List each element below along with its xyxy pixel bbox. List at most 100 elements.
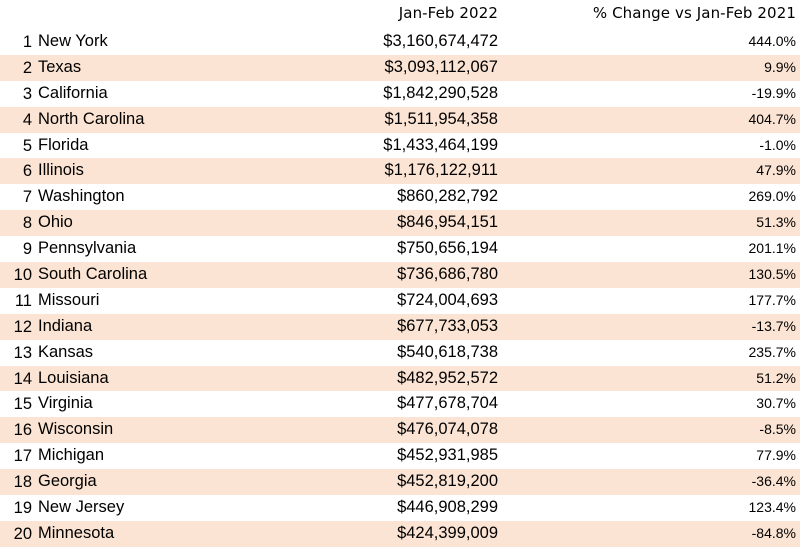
state-cell: Ohio	[38, 213, 73, 232]
table-row: 6 Illinois $1,176,122,911 47.9%	[0, 158, 800, 185]
table-row: 10 South Carolina $736,686,780 130.5%	[0, 262, 800, 288]
state-cell: Washington	[38, 187, 125, 206]
change-cell: -1.0%	[759, 136, 796, 153]
state-cell: New Jersey	[38, 498, 125, 517]
rank-cell: 4	[22, 110, 32, 129]
value-cell: $1,511,954,358	[384, 109, 498, 128]
state-cell: South Carolina	[38, 265, 148, 284]
rank-cell: 11	[14, 291, 32, 310]
state-cell: California	[38, 83, 108, 102]
change-cell: 177.7%	[748, 291, 796, 308]
value-cell: $3,160,674,472	[383, 32, 498, 50]
change-cell: 130.5%	[748, 266, 796, 283]
table-row: 14 Louisiana $482,952,572 51.2%	[0, 365, 800, 392]
table-row: 16 Wisconsin $476,074,078 -8.5%	[0, 417, 800, 444]
rank-cell: 16	[13, 421, 32, 440]
state-cell: Kansas	[38, 342, 94, 361]
table-row: 12 Indiana $677,733,053 -13.7%	[0, 313, 800, 340]
table-row: 3 California $1,842,290,528 -19.9%	[0, 81, 800, 107]
rank-cell: 10	[13, 266, 32, 285]
rank-cell: 19	[13, 499, 32, 518]
state-cell: Indiana	[38, 316, 93, 335]
table-row: 2 Texas $3,093,112,067 9.9%	[0, 54, 800, 81]
table-row: 4 North Carolina $1,511,954,358 404.7%	[0, 106, 800, 133]
table-row: 1 New York $3,160,674,472 444.0%	[0, 29, 800, 55]
change-cell: -19.9%	[751, 84, 796, 101]
state-cell: New York	[38, 32, 108, 50]
table-row: 5 Florida $1,433,464,199 -1.0%	[0, 133, 800, 159]
change-cell: 47.9%	[756, 162, 796, 179]
state-cell: Louisiana	[38, 368, 109, 387]
rank-cell: 6	[22, 162, 32, 181]
rank-cell: 14	[13, 369, 32, 388]
change-cell: 123.4%	[748, 499, 796, 516]
state-cell: Illinois	[38, 161, 84, 180]
change-cell: 77.9%	[756, 447, 796, 464]
table-row: 19 New Jersey $446,908,299 123.4%	[0, 495, 800, 521]
value-cell: $677,733,053	[397, 316, 498, 335]
value-cell: $750,656,194	[397, 239, 498, 258]
change-cell: 404.7%	[748, 110, 796, 127]
table-row: 17 Michigan $452,931,985 77.9%	[0, 443, 800, 469]
rank-cell: 20	[13, 524, 32, 543]
value-cell: $446,908,299	[397, 498, 498, 517]
state-cell: Michigan	[38, 446, 105, 465]
table-row: 13 Kansas $540,618,738 235.7%	[0, 340, 800, 366]
rank-cell: 8	[22, 214, 32, 233]
state-cell: Georgia	[38, 472, 97, 491]
rank-cell: 17	[13, 447, 32, 466]
state-cell: Virginia	[38, 394, 93, 413]
value-cell: $724,004,693	[397, 290, 498, 309]
table-row: 7 Washington $860,282,792 269.0%	[0, 184, 800, 210]
value-cell: $736,686,780	[397, 265, 498, 284]
change-cell: 9.9%	[764, 58, 796, 75]
state-cell: Wisconsin	[38, 420, 114, 439]
table-row: 15 Virginia $477,678,704 30.7%	[0, 391, 800, 417]
change-cell: 51.2%	[756, 369, 796, 386]
value-cell: $860,282,792	[397, 187, 498, 206]
state-cell: Florida	[38, 135, 89, 154]
value-cell: $477,678,704	[397, 394, 498, 413]
state-cell: Missouri	[38, 290, 100, 309]
value-cell: $1,176,122,911	[384, 161, 498, 180]
table-header: Jan-Feb 2022 % Change vs Jan-Feb 2021	[0, 0, 800, 28]
change-cell: -13.7%	[751, 317, 796, 334]
rank-cell: 5	[22, 136, 32, 155]
rank-cell: 7	[22, 188, 32, 207]
state-cell: Texas	[38, 57, 82, 76]
value-cell: $452,931,985	[397, 446, 498, 465]
value-cell: $1,842,290,528	[383, 83, 498, 102]
change-cell: 51.3%	[756, 214, 796, 231]
state-cell: Pennsylvania	[38, 239, 137, 258]
column-header-value: Jan-Feb 2022	[398, 4, 498, 22]
table-row: 9 Pennsylvania $750,656,194 201.1%	[0, 236, 800, 262]
value-cell: $482,952,572	[397, 368, 498, 387]
value-cell: $846,954,151	[397, 213, 498, 232]
column-header-change: % Change vs Jan-Feb 2021	[592, 4, 796, 22]
rank-cell: 12	[13, 317, 32, 336]
table-row: 18 Georgia $452,819,200 -36.4%	[0, 469, 800, 496]
value-cell: $1,433,464,199	[383, 135, 498, 154]
rank-cell: 13	[13, 343, 32, 362]
value-cell: $3,093,112,067	[384, 57, 498, 76]
state-cell: Minnesota	[38, 523, 115, 542]
change-cell: 201.1%	[748, 240, 796, 257]
table-row: 8 Ohio $846,954,151 51.3%	[0, 210, 800, 237]
value-cell: $540,618,738	[397, 342, 498, 361]
change-cell: 269.0%	[748, 188, 796, 205]
rank-cell: 2	[22, 58, 32, 77]
rank-cell: 1	[22, 33, 32, 51]
change-cell: 30.7%	[756, 395, 796, 412]
rank-cell: 18	[13, 473, 32, 492]
value-cell: $424,399,009	[397, 523, 498, 542]
value-cell: $452,819,200	[397, 472, 498, 491]
rank-cell: 3	[22, 84, 32, 103]
table-body: 1 New York $3,160,674,472 444.0% 2 Texas $3,09…	[0, 29, 800, 547]
value-cell: $476,074,078	[397, 420, 498, 439]
state-cell: North Carolina	[38, 109, 145, 128]
rank-cell: 9	[22, 240, 32, 259]
table-row: 20 Minnesota $424,399,009 -84.8%	[0, 520, 800, 547]
change-cell: 235.7%	[748, 343, 796, 360]
change-cell: 444.0%	[748, 33, 796, 49]
